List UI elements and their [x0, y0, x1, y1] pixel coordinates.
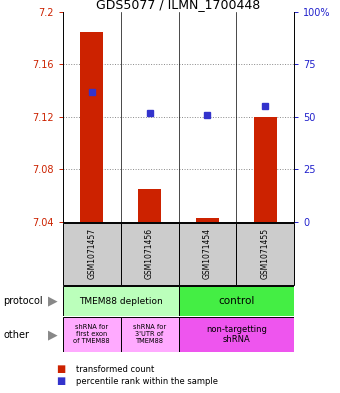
Text: GSM1071457: GSM1071457 — [87, 228, 96, 279]
Bar — [121, 223, 178, 285]
Bar — [178, 317, 294, 352]
Bar — [178, 286, 294, 316]
Text: shRNA for
first exon
of TMEM88: shRNA for first exon of TMEM88 — [73, 325, 110, 344]
Bar — [80, 31, 103, 222]
Text: ■: ■ — [56, 376, 65, 386]
Bar — [254, 117, 277, 222]
Text: ▶: ▶ — [48, 328, 57, 342]
Text: GSM1071454: GSM1071454 — [203, 228, 212, 279]
Bar — [236, 223, 294, 285]
Bar — [138, 189, 161, 222]
Text: control: control — [218, 296, 254, 306]
Text: protocol: protocol — [3, 296, 43, 306]
Bar — [63, 317, 121, 352]
Text: shRNA for
3'UTR of
TMEM88: shRNA for 3'UTR of TMEM88 — [133, 325, 166, 344]
Text: TMEM88 depletion: TMEM88 depletion — [79, 297, 163, 305]
Text: GSM1071456: GSM1071456 — [145, 228, 154, 279]
Bar — [178, 223, 236, 285]
Text: ■: ■ — [56, 364, 65, 375]
Text: ▶: ▶ — [48, 294, 57, 308]
Text: other: other — [3, 330, 29, 340]
Bar — [196, 218, 219, 222]
Text: percentile rank within the sample: percentile rank within the sample — [76, 377, 219, 386]
Text: GSM1071455: GSM1071455 — [261, 228, 270, 279]
Text: non-targetting
shRNA: non-targetting shRNA — [206, 325, 267, 344]
Bar — [121, 317, 178, 352]
Title: GDS5077 / ILMN_1700448: GDS5077 / ILMN_1700448 — [96, 0, 261, 11]
Bar — [63, 223, 121, 285]
Text: transformed count: transformed count — [76, 365, 155, 374]
Bar — [63, 286, 178, 316]
